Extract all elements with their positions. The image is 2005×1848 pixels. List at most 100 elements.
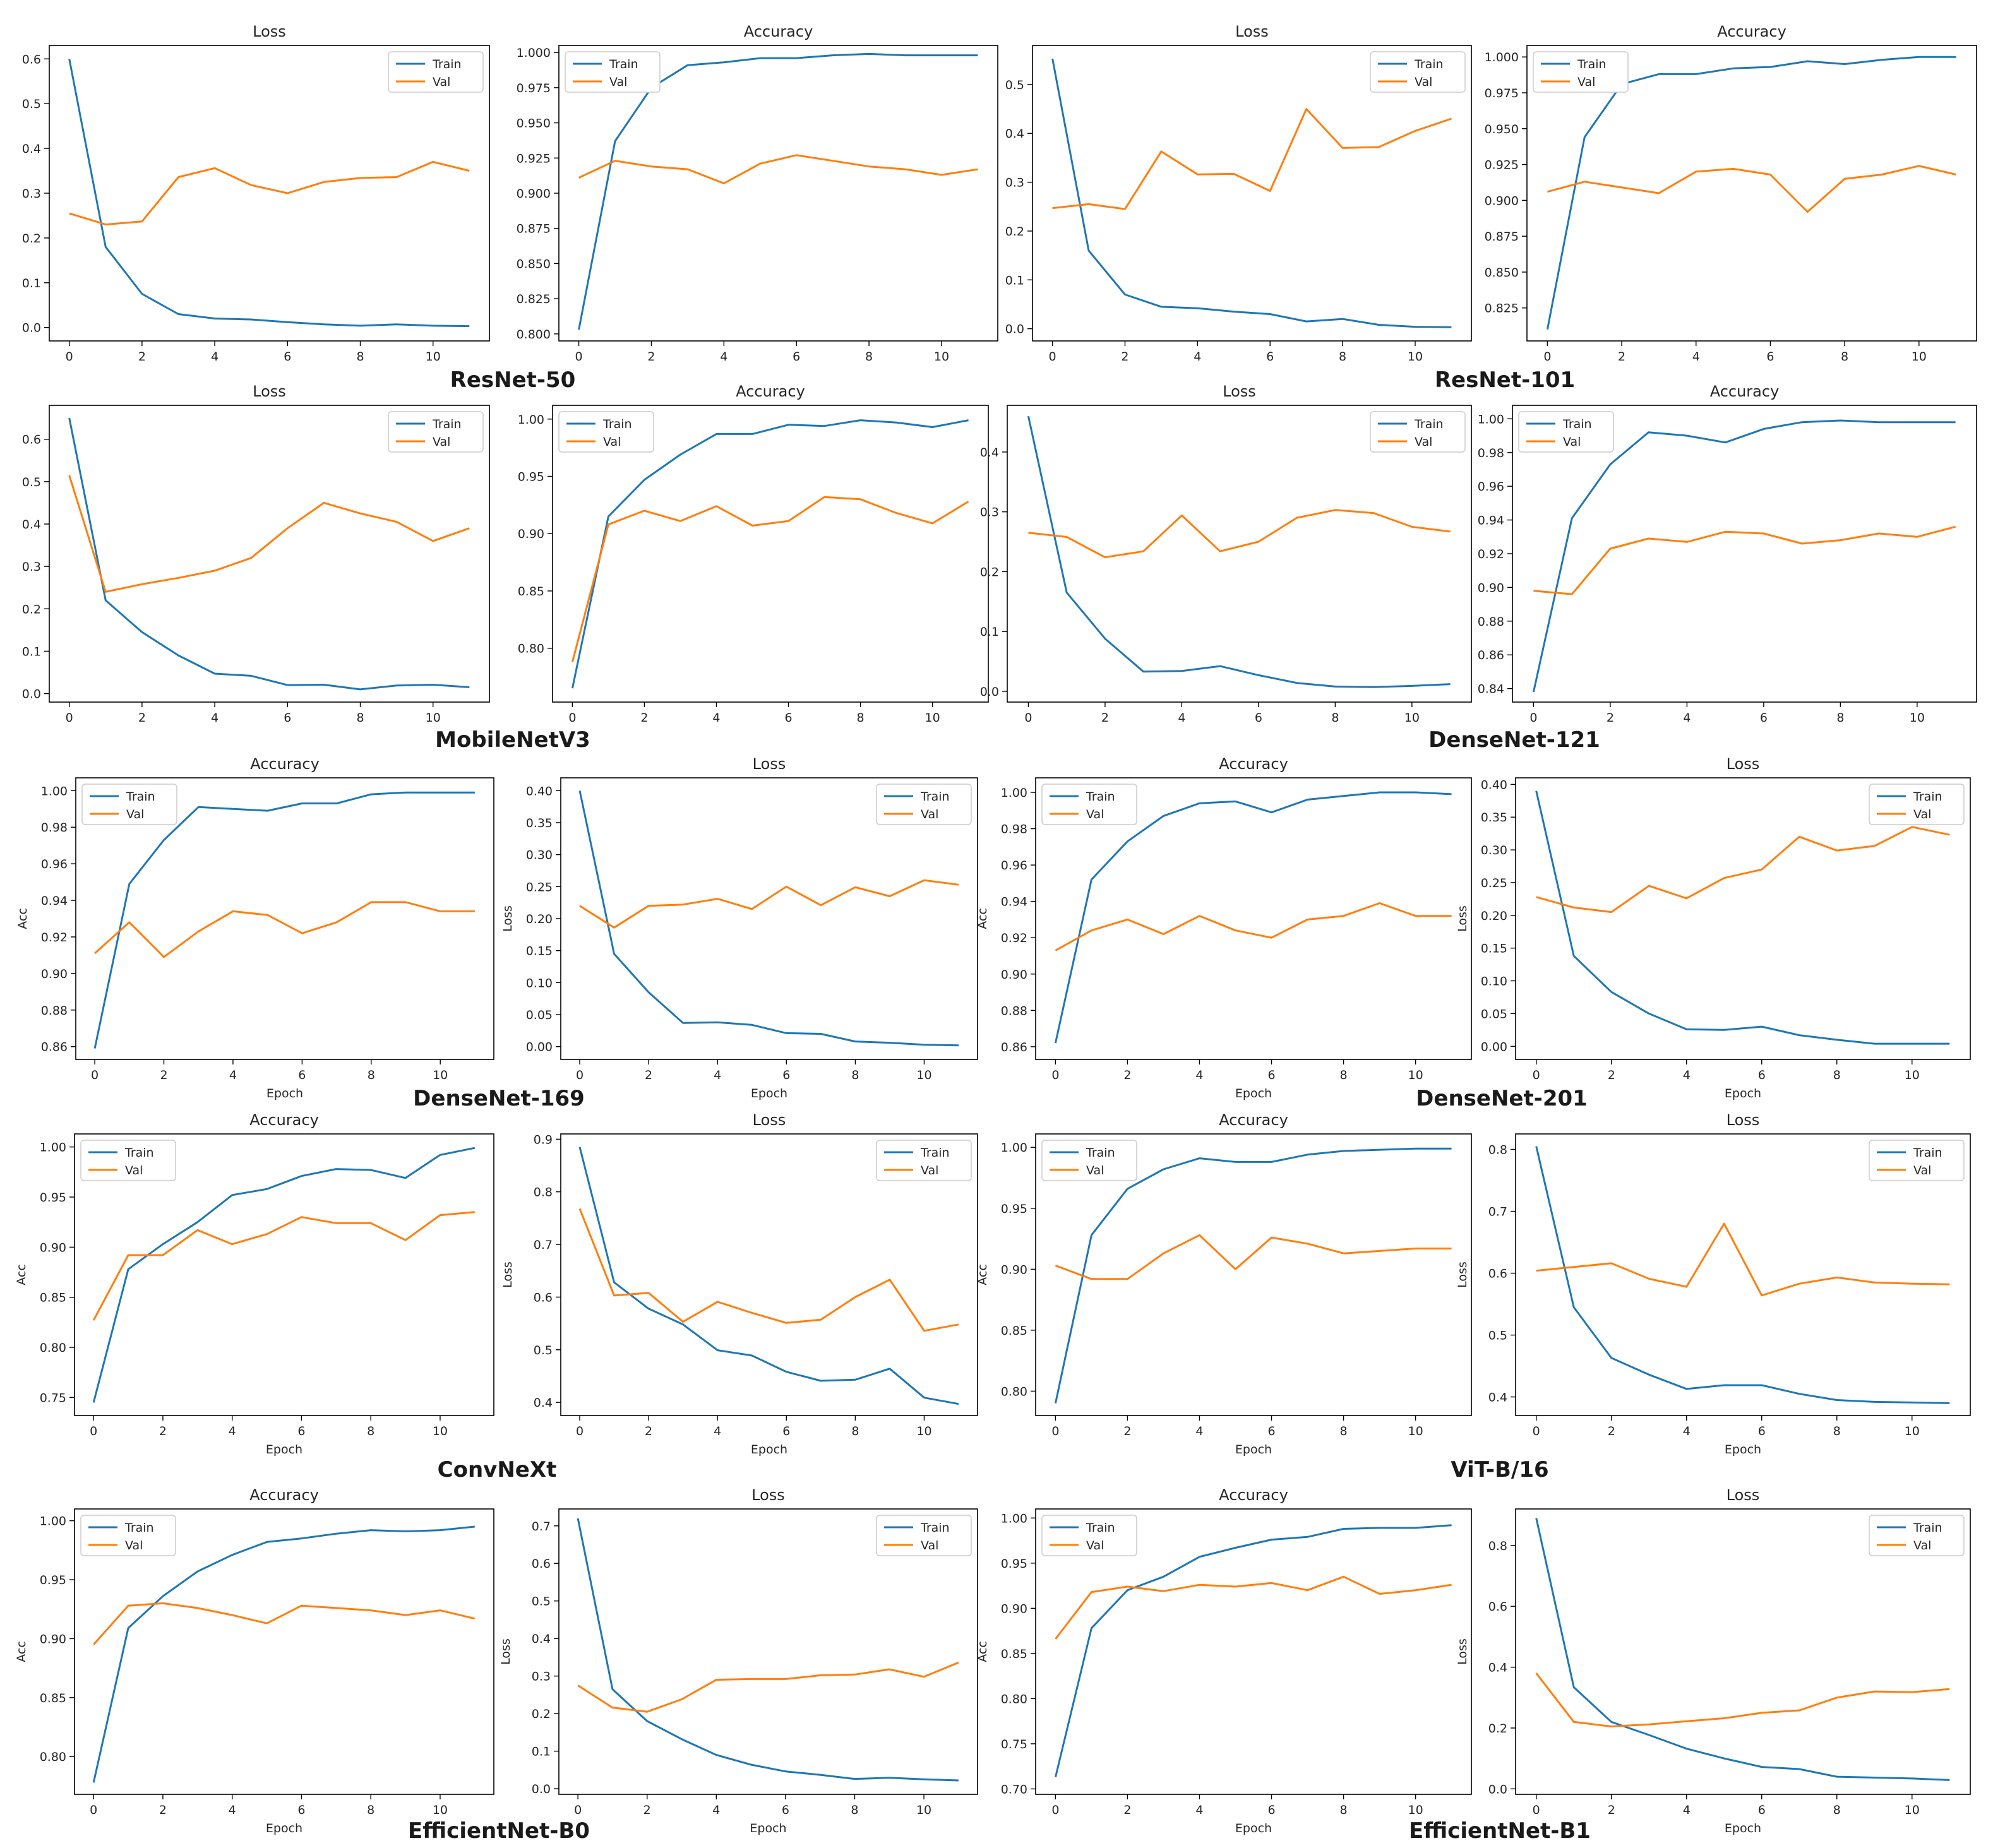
legend: Train Val xyxy=(565,51,661,93)
x-tick-label: 6 xyxy=(793,350,800,364)
y-tick-label: 0.9 xyxy=(534,1133,553,1147)
x-tick-label: 10 xyxy=(916,1424,931,1438)
x-tick-label: 10 xyxy=(1905,1424,1920,1438)
y-tick-label: 0.98 xyxy=(1478,446,1504,460)
y-tick-label: 0.85 xyxy=(40,1691,66,1705)
x-tick-label: 8 xyxy=(857,711,865,725)
x-tick-label: 0 xyxy=(574,1803,582,1817)
x-tick-label: 6 xyxy=(782,1068,790,1082)
x-tick-label: 10 xyxy=(433,1803,448,1817)
x-tick-label: 4 xyxy=(712,711,720,725)
y-tick-label: 0.96 xyxy=(1478,480,1504,494)
y-axis-label: Acc xyxy=(15,1641,28,1662)
plot-area xyxy=(558,45,998,342)
x-tick-label: 2 xyxy=(1123,1068,1131,1082)
x-axis-label: Epoch xyxy=(1725,1443,1761,1457)
model-label-mobilenetv3: MobileNetV3 xyxy=(435,727,590,753)
y-axis-label: Loss xyxy=(501,905,515,932)
y-tick-label: 0.7 xyxy=(1488,1205,1507,1219)
x-tick-label: 6 xyxy=(1267,1068,1275,1082)
legend-label-train: Train xyxy=(1414,57,1444,71)
x-tick-label: 6 xyxy=(1758,1068,1766,1082)
x-tick-label: 2 xyxy=(1123,1424,1131,1438)
x-tick-label: 6 xyxy=(1758,1424,1766,1438)
series-line-val xyxy=(1547,165,1956,213)
y-tick-label: 0.6 xyxy=(534,1291,553,1304)
series-line-train xyxy=(1535,1146,1950,1404)
plot-area xyxy=(49,45,490,342)
model-label-densenet-201: DenseNet-201 xyxy=(1416,1086,1588,1111)
x-tick-label: 10 xyxy=(925,711,940,725)
legend-label-train: Train xyxy=(1086,790,1115,804)
legend-label-train: Train xyxy=(920,790,950,804)
y-tick-label: 1.00 xyxy=(41,784,68,798)
y-tick-label: 0.0 xyxy=(1488,1782,1507,1796)
chart-panel-0: Loss 0 2 4 6 8 10 0.0 0.1 0.2 0.3 0.4 0.5 0.6 Train Val xyxy=(22,23,490,364)
x-tick-label: 0 xyxy=(568,711,576,725)
y-tick-label: 0.5 xyxy=(532,1595,551,1609)
x-tick-label: 0 xyxy=(66,350,73,364)
x-tick-label: 10 xyxy=(1408,1424,1423,1438)
series-line-val xyxy=(579,879,959,929)
y-tick-label: 0.975 xyxy=(1485,86,1519,100)
x-tick-label: 6 xyxy=(1266,350,1274,364)
y-tick-label: 0.86 xyxy=(1001,1040,1027,1054)
y-axis-label: Loss xyxy=(501,1261,515,1288)
x-tick-label: 4 xyxy=(714,1068,721,1082)
y-tick-label: 0.80 xyxy=(1001,1692,1027,1706)
plot-area xyxy=(558,1508,978,1795)
series-line-val xyxy=(1535,1672,1950,1727)
x-tick-label: 2 xyxy=(138,711,146,725)
model-label-densenet-169: DenseNet-169 xyxy=(413,1086,585,1111)
y-tick-label: 0.0 xyxy=(22,321,41,335)
y-tick-label: 0.8 xyxy=(1488,1539,1507,1553)
y-tick-label: 0.5 xyxy=(1488,1329,1507,1343)
x-tick-label: 4 xyxy=(1178,711,1185,725)
x-tick-label: 10 xyxy=(1912,350,1927,364)
chart-title: Loss xyxy=(1727,755,1760,773)
y-tick-label: 0.95 xyxy=(518,470,544,484)
series-line-val xyxy=(68,475,470,593)
y-tick-label: 0.4 xyxy=(1488,1661,1507,1675)
x-tick-label: 8 xyxy=(1833,1068,1841,1082)
x-tick-label: 0 xyxy=(66,711,73,725)
legend: Train Val xyxy=(80,1515,176,1556)
y-tick-label: 0.10 xyxy=(1481,975,1507,989)
series-line-val xyxy=(1533,525,1956,595)
y-tick-label: 0.84 xyxy=(1478,683,1504,696)
chart-title: Loss xyxy=(753,755,786,773)
y-tick-label: 0.5 xyxy=(22,475,41,489)
x-tick-label: 4 xyxy=(211,350,218,364)
y-tick-label: 0.850 xyxy=(517,257,551,271)
y-tick-label: 0.00 xyxy=(526,1040,553,1054)
chart-title: Loss xyxy=(253,383,286,400)
y-tick-label: 0.94 xyxy=(41,894,68,908)
legend: Train Val xyxy=(80,1140,176,1181)
legend-label-val: Val xyxy=(1913,1539,1931,1553)
chart-title: Accuracy xyxy=(1717,23,1787,40)
legend-label-train: Train xyxy=(920,1521,950,1535)
y-tick-label: 0.92 xyxy=(1478,547,1504,561)
y-tick-label: 0.70 xyxy=(1001,1782,1027,1796)
model-label-vit-b16: ViT-B/16 xyxy=(1451,1457,1549,1482)
y-tick-label: 0.0 xyxy=(22,688,41,701)
series-line-train xyxy=(1054,791,1452,1044)
y-tick-label: 1.00 xyxy=(1001,1141,1027,1155)
y-tick-label: 0.88 xyxy=(1001,1004,1027,1018)
series-line-train xyxy=(93,791,475,1049)
legend-label-val: Val xyxy=(1415,75,1432,89)
chart-panel-10: Accuracy 0 2 4 6 8 10 0.86 0.88 0.90 0.92 0.94 0.96 0… xyxy=(976,755,1472,1100)
y-tick-label: 0.96 xyxy=(1001,859,1027,873)
chart-title: Loss xyxy=(753,1111,786,1129)
chart-title: Accuracy xyxy=(736,383,805,400)
x-tick-label: 6 xyxy=(298,1068,306,1082)
series-line-val xyxy=(92,1211,475,1321)
x-tick-label: 8 xyxy=(356,350,364,364)
x-tick-label: 2 xyxy=(1101,711,1109,725)
y-tick-label: 0.6 xyxy=(1488,1600,1507,1614)
y-tick-label: 0.85 xyxy=(518,585,544,599)
legend: Train Val xyxy=(388,411,484,453)
x-tick-label: 2 xyxy=(1608,1068,1615,1082)
legend-label-val: Val xyxy=(1577,75,1595,89)
y-tick-label: 0.975 xyxy=(517,81,551,95)
